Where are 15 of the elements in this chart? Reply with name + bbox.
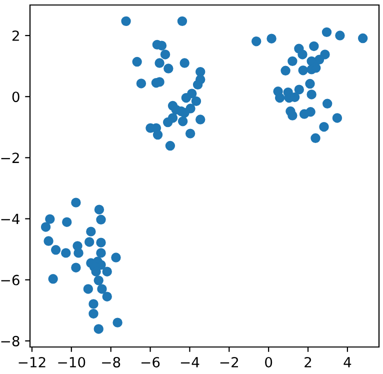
x-tick-label: −10	[58, 356, 86, 368]
x-tick-label: −2	[220, 356, 238, 368]
y-tick-label: 2	[12, 30, 19, 41]
x-tick-label: −6	[142, 356, 160, 368]
x-tick-label: 2	[304, 356, 312, 368]
x-tick-label: −4	[180, 357, 200, 368]
y-tick-label: −2	[1, 152, 19, 163]
x-tick-label: 4	[344, 357, 352, 368]
y-tick-label: 0	[12, 92, 20, 102]
x-tick-label: −12	[18, 356, 46, 368]
x-tick-label: −8	[102, 356, 120, 368]
y-tick-label: −4	[1, 214, 20, 224]
y-tick-label: −6	[1, 274, 20, 286]
x-tick-label: 0	[265, 356, 272, 368]
y-tick-label: −8	[1, 336, 20, 346]
